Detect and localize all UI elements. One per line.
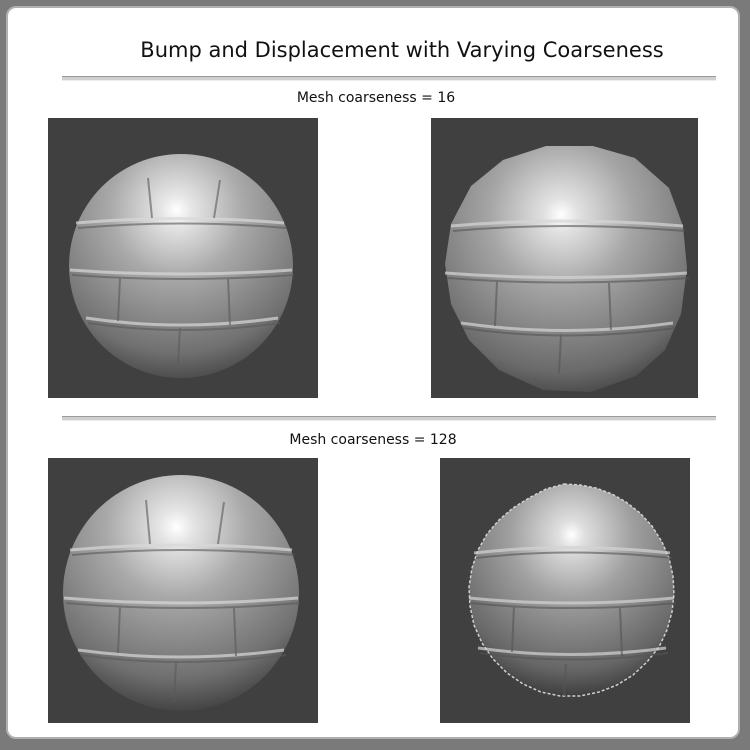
sphere-bump-128-render bbox=[63, 475, 301, 711]
sphere-bump-16-image bbox=[48, 118, 318, 398]
sphere-bump-128-image bbox=[48, 458, 318, 723]
sphere-displacement-16-image bbox=[431, 118, 698, 398]
divider-top bbox=[62, 76, 716, 81]
sphere-displacement-128-image bbox=[440, 458, 690, 723]
figure-panel: Bump and Displacement with Varying Coars… bbox=[6, 6, 740, 739]
section-label-128: Mesh coarseness = 128 bbox=[289, 432, 457, 448]
sphere-bump-16-render bbox=[69, 154, 295, 378]
figure-title: Bump and Displacement with Varying Coars… bbox=[140, 38, 664, 62]
section-label-16: Mesh coarseness = 16 bbox=[296, 90, 456, 106]
divider-bottom bbox=[62, 416, 716, 421]
sphere-displacement-128-render bbox=[468, 483, 677, 697]
sphere-displacement-16-render bbox=[444, 146, 690, 392]
